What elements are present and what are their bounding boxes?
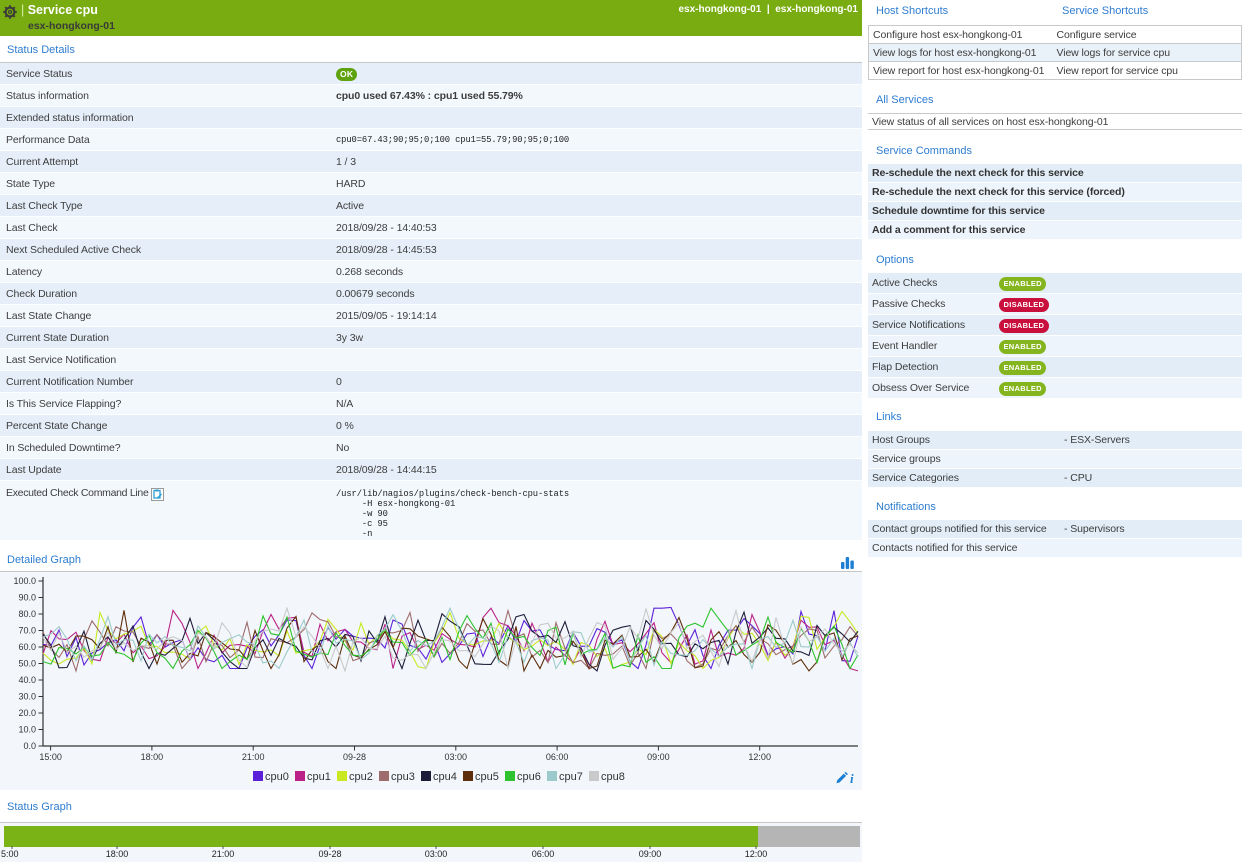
svg-text:09-28: 09-28 <box>318 849 341 859</box>
svg-text:cpu8: cpu8 <box>601 771 625 783</box>
svg-text:5:00: 5:00 <box>1 849 19 859</box>
svg-text:cpu3: cpu3 <box>391 771 415 783</box>
svg-text:90.0: 90.0 <box>18 593 36 603</box>
svg-text:20.0: 20.0 <box>18 708 36 718</box>
svg-text:12:00: 12:00 <box>745 849 768 859</box>
svg-text:40.0: 40.0 <box>18 675 36 685</box>
svg-text:15:00: 15:00 <box>39 752 62 762</box>
svg-text:cpu1: cpu1 <box>307 771 331 783</box>
svg-text:09:00: 09:00 <box>647 752 670 762</box>
svg-text:09-28: 09-28 <box>343 752 366 762</box>
svg-text:10.0: 10.0 <box>18 725 36 735</box>
svg-text:03:00: 03:00 <box>445 752 468 762</box>
svg-text:80.0: 80.0 <box>18 609 36 619</box>
svg-text:12:00: 12:00 <box>748 752 771 762</box>
svg-text:06:00: 06:00 <box>546 752 569 762</box>
svg-text:09:00: 09:00 <box>639 849 662 859</box>
svg-text:30.0: 30.0 <box>18 692 36 702</box>
svg-text:03:00: 03:00 <box>425 849 448 859</box>
svg-text:cpu0: cpu0 <box>265 771 289 783</box>
svg-text:cpu6: cpu6 <box>517 771 541 783</box>
svg-text:18:00: 18:00 <box>106 849 129 859</box>
svg-text:cpu2: cpu2 <box>349 771 373 783</box>
svg-text:cpu4: cpu4 <box>433 771 457 783</box>
svg-text:cpu5: cpu5 <box>475 771 499 783</box>
svg-text:cpu7: cpu7 <box>559 771 583 783</box>
svg-text:i: i <box>850 771 854 786</box>
svg-text:21:00: 21:00 <box>242 752 265 762</box>
svg-text:0.0: 0.0 <box>23 741 36 751</box>
svg-text:60.0: 60.0 <box>18 642 36 652</box>
svg-text:06:00: 06:00 <box>532 849 555 859</box>
svg-text:70.0: 70.0 <box>18 626 36 636</box>
svg-text:18:00: 18:00 <box>141 752 164 762</box>
svg-text:100.0: 100.0 <box>13 576 36 586</box>
svg-text:21:00: 21:00 <box>212 849 235 859</box>
svg-text:50.0: 50.0 <box>18 659 36 669</box>
